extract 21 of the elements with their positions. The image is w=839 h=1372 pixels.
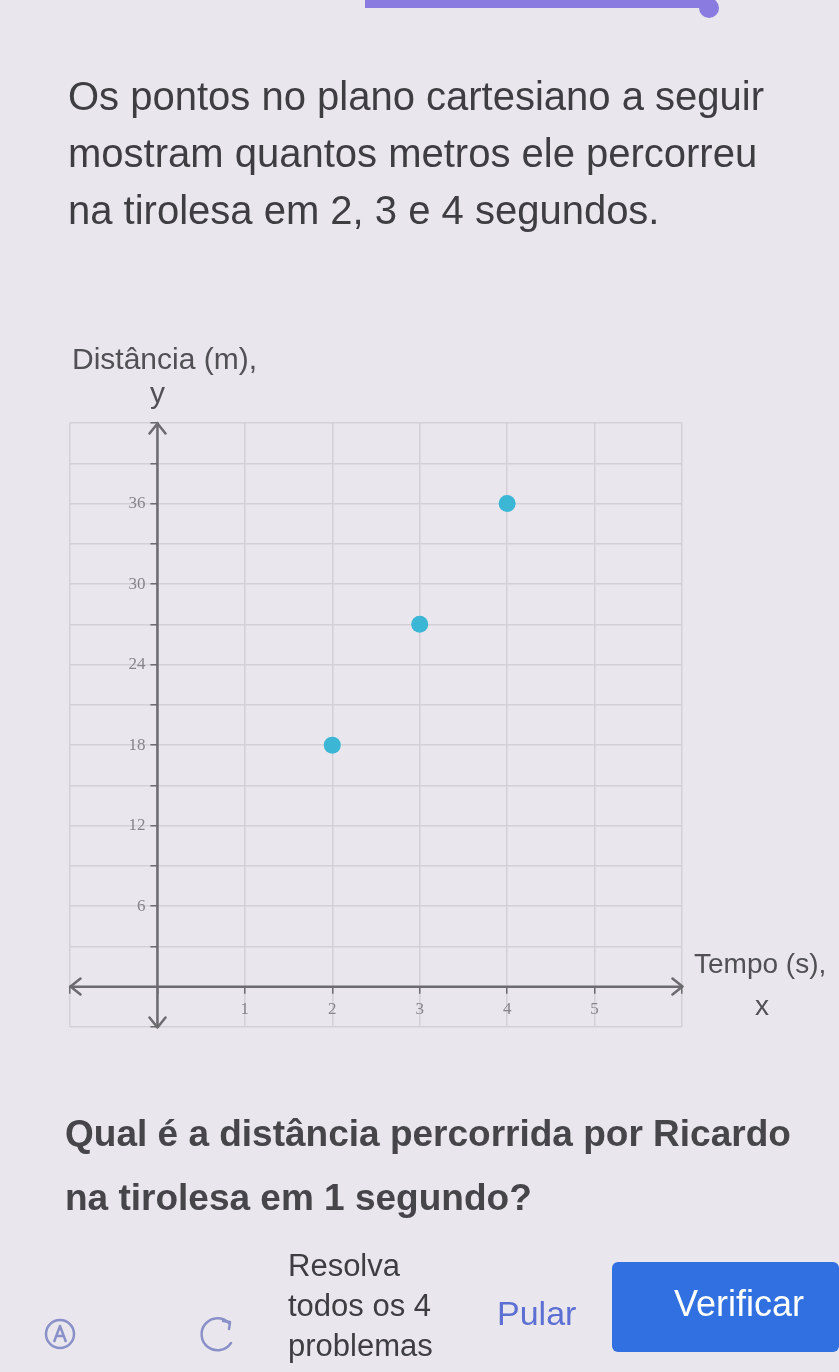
y-axis-title: Distância (m), y (72, 342, 258, 409)
y-tick-label: 12 (128, 815, 146, 835)
text: Resolva todos os 4 problemas (288, 1247, 434, 1365)
point (498, 495, 516, 513)
y-tick-label: 36 (128, 493, 146, 512)
x-tick-label: 1 (240, 999, 250, 1019)
chart-title: Os pontos no plano cartesiano a seguir mostram quantos metros ele percorreu na tirolesa em 2, 3 e 4 segundos. (68, 73, 765, 234)
button: Verificar (612, 1262, 839, 1352)
x-tick-label: 2 (328, 999, 337, 1019)
y-tick-label: 6 (136, 895, 146, 915)
text: Qual é a distância percorrida por Ricardo na tirolesa em 1 segundo? (65, 1112, 792, 1220)
y-tick-label: 24 (128, 654, 146, 674)
y-tick-label: 18 (128, 734, 146, 754)
x-tick-label: 3 (415, 999, 424, 1019)
y-tick-label: 30 (128, 573, 146, 593)
point (323, 736, 341, 754)
x-axis-title: Tempo (s), x (694, 947, 827, 1021)
x-tick-label: 5 (590, 999, 599, 1019)
x-tick-label: 4 (502, 999, 512, 1019)
point (411, 615, 429, 633)
text: Pular (497, 1293, 577, 1333)
